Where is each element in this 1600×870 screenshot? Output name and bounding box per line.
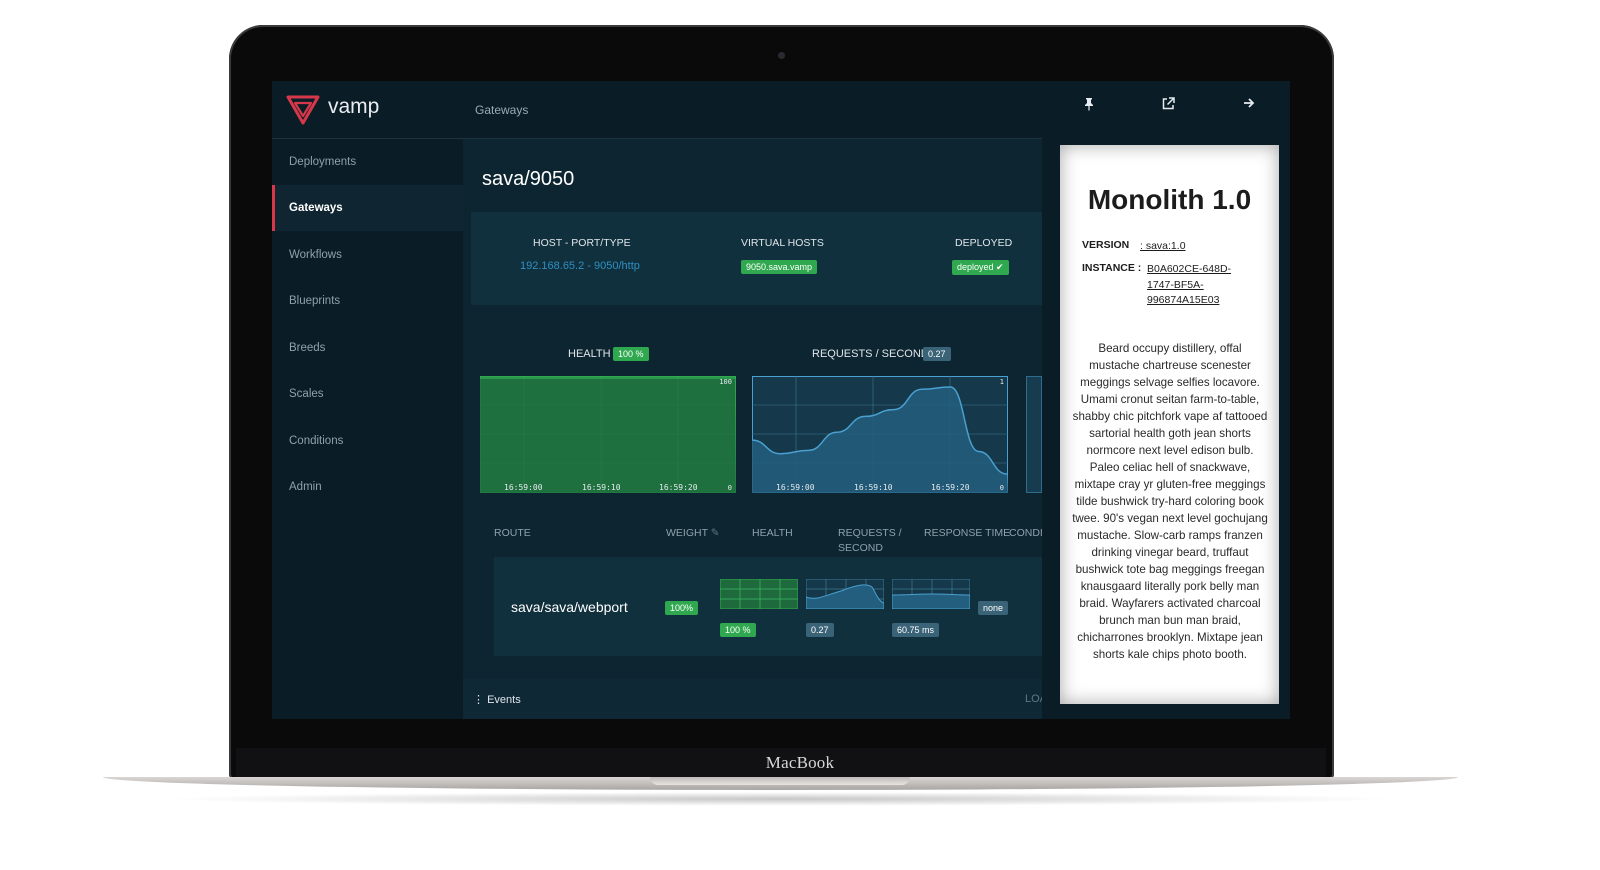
route-rps-badge: 0.27: [806, 623, 834, 637]
route-col-header: ROUTE: [494, 527, 531, 539]
service-title: Monolith 1.0: [1087, 184, 1252, 215]
pin-icon[interactable]: [1080, 97, 1098, 115]
sidebar-item-label: Gateways: [289, 202, 343, 214]
x-tick-label: 16:59:10: [854, 483, 893, 492]
deployed-badge: deployed ✔: [952, 260, 1009, 275]
rps-col-header: REQUESTS / SECOND: [838, 527, 902, 554]
service-description: Beard occupy distillery, offal mustache …: [1072, 342, 1268, 661]
app-name[interactable]: vamp: [328, 95, 380, 118]
version-value[interactable]: : sava:1.0: [1140, 240, 1186, 252]
route-rt-badge: 60.75 ms: [892, 623, 940, 637]
sidebar-item-blueprints[interactable]: Blueprints: [272, 278, 463, 324]
series-line: [752, 386, 1008, 475]
top-bar: vamp Gateways: [272, 81, 1042, 139]
y-tick-label: 0: [1000, 484, 1004, 492]
external-link-icon[interactable]: [1159, 97, 1177, 115]
vhosts-header: VIRTUAL HOSTS: [741, 237, 824, 249]
sidebar: Deployments Gateways Workflows Blueprint…: [272, 139, 466, 719]
sidebar-item-scales[interactable]: Scales: [272, 371, 463, 417]
camera-icon: [778, 52, 785, 59]
pencil-icon[interactable]: ✎: [710, 527, 720, 539]
health-col-header: HEALTH: [752, 527, 793, 539]
sidebar-item-label: Admin: [289, 481, 322, 493]
laptop-shadow: [160, 792, 1400, 806]
health-chart-title: HEALTH: [568, 348, 611, 360]
rps-badge: 0.27: [923, 347, 951, 361]
host-link[interactable]: 192.168.65.2 - 9050/http: [520, 260, 640, 272]
gateway-info-card: HOST - PORT/TYPE 192.168.65.2 - 9050/htt…: [471, 212, 1042, 305]
instance-value[interactable]: B0A602CE-648D- 1747-BF5A- 996874A15E03: [1147, 263, 1232, 306]
sidebar-item-workflows[interactable]: Workflows: [272, 232, 463, 278]
rt-col-header: RESPONSE TIME: [924, 527, 1011, 539]
page-title: sava/9050: [482, 168, 575, 190]
device-brand: MacBook: [765, 753, 835, 772]
chart-overflow: [1026, 376, 1042, 493]
sidebar-item-label: Breeds: [289, 342, 326, 354]
sidebar-item-label: Blueprints: [289, 295, 341, 307]
events-bar[interactable]: ⋮ Events LOA: [463, 679, 1047, 719]
version-label: VERSION: [1082, 239, 1130, 251]
x-tick-label: 16:59:20: [659, 483, 698, 492]
bezel-bottom: [236, 748, 1326, 778]
route-rt-sparkline: [892, 579, 970, 609]
service-page-preview: Monolith 1.0 VERSION : sava:1.0 INSTANCE…: [1060, 145, 1279, 704]
weight-badge: 100%: [665, 601, 699, 615]
arrow-right-icon[interactable]: [1240, 97, 1258, 115]
host-header: HOST - PORT/TYPE: [533, 237, 631, 249]
route-health-sparkline: [720, 579, 798, 609]
series-area: [480, 378, 736, 493]
sidebar-item-gateways[interactable]: Gateways: [272, 185, 466, 231]
vamp-logo-icon[interactable]: [286, 94, 320, 126]
vhost-badge: 9050.sava.vamp: [741, 260, 818, 274]
route-cond-badge: none: [978, 601, 1009, 615]
sidebar-item-label: Workflows: [289, 249, 342, 261]
right-panel: Monolith 1.0 VERSION : sava:1.0 INSTANCE…: [1042, 81, 1290, 719]
y-tick-label: 100: [719, 378, 732, 386]
screen: vamp Gateways Deployments Gateways Workf…: [272, 81, 1290, 719]
health-badge: 100 %: [613, 347, 649, 361]
health-chart: 16:59:00 16:59:10 16:59:20 100 0: [480, 376, 736, 493]
x-tick-label: 16:59:20: [931, 483, 970, 492]
table-row[interactable]: sava/sava/webport 100% 100 % 0.27 6: [494, 557, 1042, 656]
x-tick-label: 16:59:10: [582, 483, 621, 492]
sidebar-item-admin[interactable]: Admin: [272, 464, 463, 510]
y-tick-label: 1: [1000, 378, 1004, 386]
route-health-badge: 100 %: [720, 623, 756, 637]
y-tick-label: 0: [728, 484, 732, 492]
rps-chart-title: REQUESTS / SECOND: [812, 348, 929, 360]
route-rps-sparkline: [806, 579, 884, 609]
series-area: [752, 387, 1008, 493]
x-tick-label: 16:59:00: [776, 483, 815, 492]
sidebar-item-label: Scales: [289, 388, 324, 400]
breadcrumb[interactable]: Gateways: [475, 103, 529, 117]
load-more-link[interactable]: LOA: [1025, 693, 1048, 705]
sidebar-item-label: Deployments: [289, 156, 357, 168]
weight-col-header[interactable]: WEIGHT ✎: [666, 527, 720, 539]
sidebar-item-conditions[interactable]: Conditions: [272, 418, 463, 464]
rps-chart: 16:59:00 16:59:10 16:59:20 1 0: [752, 376, 1008, 493]
sidebar-item-deployments[interactable]: Deployments: [272, 139, 463, 185]
route-name[interactable]: sava/sava/webport: [511, 599, 628, 615]
events-toggle[interactable]: ⋮ Events: [473, 694, 521, 706]
vertical-dots-icon: ⋮: [473, 694, 484, 706]
instance-label: INSTANCE :: [1082, 262, 1142, 274]
x-tick-label: 16:59:00: [504, 483, 543, 492]
cond-col-header: CONDI: [1009, 527, 1042, 539]
main-content: sava/9050 HOST - PORT/TYPE 192.168.65.2 …: [463, 139, 1047, 719]
sidebar-item-breeds[interactable]: Breeds: [272, 325, 463, 371]
sidebar-item-label: Conditions: [289, 435, 344, 447]
laptop-notch: [650, 777, 910, 785]
deployed-header: DEPLOYED: [955, 237, 1013, 249]
